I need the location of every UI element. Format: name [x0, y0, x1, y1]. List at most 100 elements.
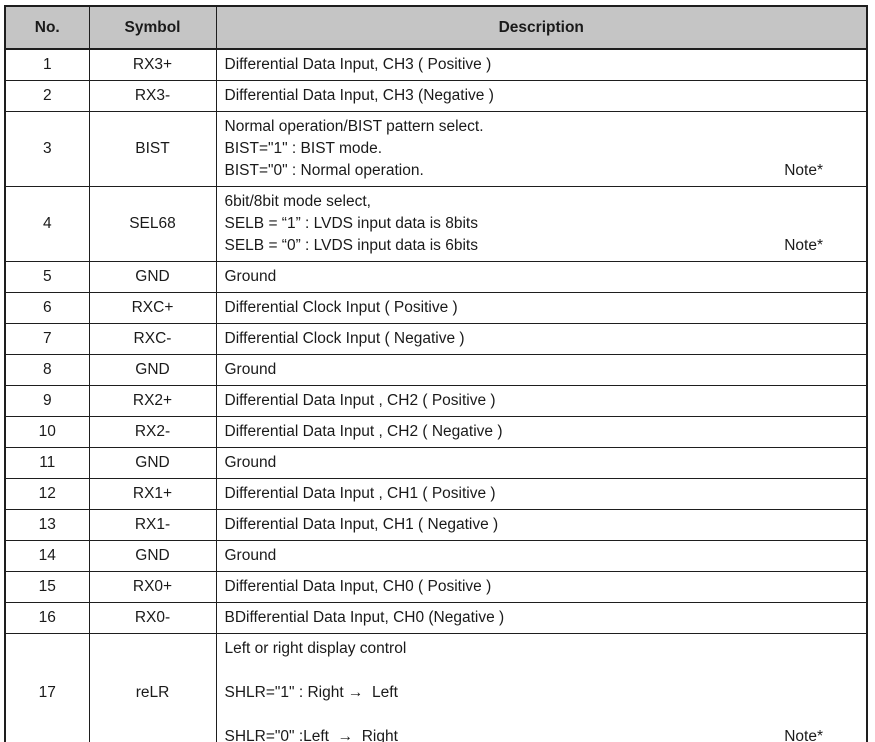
pin-number-cell: 11: [4, 447, 90, 479]
pin-description-cell: Ground: [215, 447, 868, 479]
description-line: BIST="0" : Normal operation. Note*: [225, 160, 859, 182]
pin-number-cell: 5: [4, 261, 90, 293]
table-row: 16 RX0- BDifferential Data Input, CH0 (Neg…: [4, 602, 868, 634]
pin-number-cell: 1: [4, 48, 90, 81]
description-text: Differential Data Input, CH3 ( Positive …: [224, 56, 492, 73]
pin-description-cell: Differential Clock Input ( Positive ): [215, 292, 868, 324]
description-text: Ground: [224, 361, 277, 378]
description-line: BIST="1" : BIST mode.: [225, 138, 859, 160]
table-row: 6 RXC+ Differential Clock Input ( Positive…: [4, 292, 868, 324]
table-row: 14 GND Ground: [4, 540, 868, 572]
description-text: Differential Data Input, CH1 ( Negative …: [224, 516, 499, 533]
pin-description-cell: Differential Data Input, CH3 ( Positive …: [215, 48, 868, 81]
description-line: Differential Clock Input ( Positive ): [225, 297, 859, 319]
pin-symbol-cell: GND: [88, 261, 217, 293]
table-row: 12 RX1+ Differential Data Input , CH1 ( Po…: [4, 478, 868, 510]
description-line: SHLR="0" :Left → Right Note*: [225, 726, 859, 742]
description-line: 6bit/8bit mode select,: [225, 191, 859, 213]
description-line: SELB = “1” : LVDS input data is 8bits: [225, 213, 859, 235]
description-text: Differential Data Input , CH1 ( Positive…: [224, 485, 496, 502]
column-header-description: Description: [215, 5, 868, 50]
description-line: SELB = “0” : LVDS input data is 6bits Not…: [225, 235, 859, 257]
pin-description-table: No. Symbol Description 1 RX3+ Differential…: [4, 5, 868, 742]
description-text: Differential Data Input , CH2 ( Positive…: [224, 392, 496, 409]
description-text: Differential Clock Input ( Negative ): [224, 330, 465, 347]
description-text: BIST="0" : Normal operation.: [224, 162, 424, 179]
description-line: Differential Data Input, CH3 (Negative ): [225, 85, 859, 107]
pin-number-cell: 15: [4, 571, 90, 603]
description-text: Ground: [224, 547, 277, 564]
pin-description-cell: Differential Data Input , CH2 ( Negative…: [215, 416, 868, 448]
pin-symbol-cell: GND: [88, 540, 217, 572]
table-row: 11 GND Ground: [4, 447, 868, 479]
pin-number-cell: 17: [4, 633, 90, 742]
pin-description-cell: Differential Data Input, CH0 ( Positive …: [215, 571, 868, 603]
table-row: 17 reLR Left or right display control SHLR=…: [4, 633, 868, 742]
table-row: 13 RX1- Differential Data Input, CH1 ( Neg…: [4, 509, 868, 541]
description-line: Differential Data Input , CH2 ( Negative…: [225, 421, 859, 443]
pin-number-cell: 16: [4, 602, 90, 634]
pin-number-cell: 13: [4, 509, 90, 541]
table-row: 5 GND Ground: [4, 261, 868, 293]
description-text: Differential Data Input, CH0 ( Positive …: [224, 578, 492, 595]
description-line: [225, 660, 859, 682]
pin-number-cell: 8: [4, 354, 90, 386]
table-row: 2 RX3- Differential Data Input, CH3 (Negat…: [4, 80, 868, 112]
description-text: SHLR="0" :Left → Right: [224, 728, 398, 742]
pin-number-cell: 14: [4, 540, 90, 572]
pin-description-cell: Normal operation/BIST pattern select. BIS…: [215, 111, 868, 187]
pin-symbol-cell: RX0-: [88, 602, 217, 634]
pin-description-cell: BDifferential Data Input, CH0 (Negative …: [215, 602, 868, 634]
description-text: Differential Data Input, CH3 (Negative ): [224, 87, 494, 104]
pin-description-cell: Ground: [215, 354, 868, 386]
pin-symbol-cell: RXC-: [88, 323, 217, 355]
description-line: [225, 704, 859, 726]
pin-description-cell: Differential Clock Input ( Negative ): [215, 323, 868, 355]
table-row: 7 RXC- Differential Clock Input ( Negative…: [4, 323, 868, 355]
description-text: SELB = “0” : LVDS input data is 6bits: [224, 237, 478, 254]
description-line: Differential Data Input, CH1 ( Negative …: [225, 514, 859, 536]
pin-symbol-cell: GND: [88, 354, 217, 386]
table-row: 9 RX2+ Differential Data Input , CH2 ( Pos…: [4, 385, 868, 417]
note-marker: Note*: [784, 237, 823, 254]
description-line: Ground: [225, 452, 859, 474]
description-text: Normal operation/BIST pattern select.: [224, 118, 484, 135]
pin-symbol-cell: RX3-: [88, 80, 217, 112]
table-row: 15 RX0+ Differential Data Input, CH0 ( Pos…: [4, 571, 868, 603]
note-marker: Note*: [784, 162, 823, 179]
description-text: BIST="1" : BIST mode.: [224, 140, 383, 157]
pin-number-cell: 12: [4, 478, 90, 510]
description-line: Differential Data Input , CH1 ( Positive…: [225, 483, 859, 505]
pin-description-cell: Differential Data Input , CH2 ( Positive…: [215, 385, 868, 417]
table-row: 10 RX2- Differential Data Input , CH2 ( Ne…: [4, 416, 868, 448]
description-text: SELB = “1” : LVDS input data is 8bits: [224, 215, 478, 232]
table-row: 3 BIST Normal operation/BIST pattern selec…: [4, 111, 868, 187]
description-line: Ground: [225, 545, 859, 567]
pin-description-cell: Ground: [215, 261, 868, 293]
description-line: Differential Clock Input ( Negative ): [225, 328, 859, 350]
header-row: No. Symbol Description: [4, 5, 868, 50]
note-marker: Note*: [784, 728, 823, 742]
pin-symbol-cell: RX2-: [88, 416, 217, 448]
description-line: Left or right display control: [225, 638, 859, 660]
description-text: Ground: [224, 268, 277, 285]
pin-number-cell: 2: [4, 80, 90, 112]
description-line: Ground: [225, 266, 859, 288]
pin-description-cell: Differential Data Input, CH1 ( Negative …: [215, 509, 868, 541]
description-text: Ground: [224, 454, 277, 471]
description-text: Differential Clock Input ( Positive ): [224, 299, 458, 316]
pin-symbol-cell: reLR: [88, 633, 217, 742]
pin-number-cell: 3: [4, 111, 90, 187]
pin-number-cell: 6: [4, 292, 90, 324]
pin-symbol-cell: RX1-: [88, 509, 217, 541]
description-line: Differential Data Input , CH2 ( Positive…: [225, 390, 859, 412]
pin-description-cell: 6bit/8bit mode select, SELB = “1” : LVDS …: [215, 186, 868, 262]
table-row: 8 GND Ground: [4, 354, 868, 386]
pin-description-cell: Differential Data Input , CH1 ( Positive…: [215, 478, 868, 510]
table-row: 4 SEL68 6bit/8bit mode select, SELB = “1” :…: [4, 186, 868, 262]
description-text: SHLR="1" : Right → Left: [224, 684, 398, 701]
pin-symbol-cell: RX0+: [88, 571, 217, 603]
description-text: Left or right display control: [224, 640, 407, 657]
pin-symbol-cell: RX1+: [88, 478, 217, 510]
